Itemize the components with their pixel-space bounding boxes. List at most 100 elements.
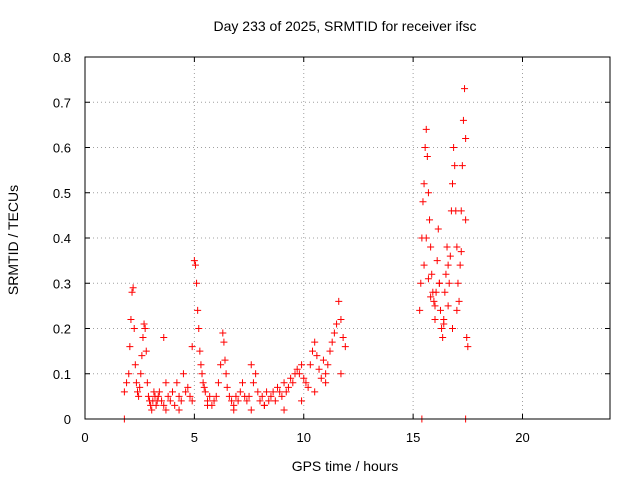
data-point (457, 248, 465, 256)
data-point (269, 388, 277, 396)
data-point (462, 216, 470, 224)
data-point (221, 356, 229, 364)
data-point (306, 361, 314, 369)
data-point (245, 392, 253, 400)
data-point (206, 392, 214, 400)
data-point (319, 356, 327, 364)
data-points (120, 85, 472, 423)
data-point (322, 379, 330, 387)
x-tick-label: 5 (191, 430, 198, 445)
data-point (433, 257, 441, 265)
x-tick-label: 20 (515, 430, 529, 445)
data-point (188, 343, 196, 351)
data-point (175, 392, 183, 400)
data-point (439, 334, 447, 342)
data-point (426, 216, 434, 224)
data-point (267, 392, 275, 400)
data-point (421, 144, 429, 151)
data-point (416, 306, 424, 314)
data-point (293, 365, 301, 373)
data-point (444, 261, 452, 269)
data-point (309, 347, 316, 355)
data-point (173, 379, 181, 387)
data-point (182, 388, 190, 396)
data-point (311, 388, 319, 396)
data-point (289, 379, 297, 387)
data-point (166, 397, 174, 405)
data-point (454, 279, 462, 287)
data-point (328, 338, 336, 346)
data-point (252, 370, 260, 378)
y-tick-label: 0.6 (53, 141, 71, 156)
data-point (222, 370, 230, 378)
data-point (137, 370, 145, 378)
data-point (424, 275, 432, 283)
data-point (420, 261, 428, 269)
data-point (243, 397, 251, 405)
data-point (313, 352, 321, 360)
data-point (129, 284, 137, 292)
data-point (311, 338, 319, 346)
data-point (271, 397, 279, 405)
data-point (234, 397, 242, 405)
data-point (464, 343, 472, 351)
data-point (278, 392, 286, 400)
x-tick-label: 15 (406, 430, 420, 445)
data-point (263, 388, 271, 396)
data-point (136, 383, 144, 391)
data-point (132, 379, 140, 387)
data-point (162, 406, 170, 414)
data-point (427, 243, 435, 251)
data-point (123, 379, 131, 387)
data-point (446, 252, 454, 260)
data-point (436, 306, 444, 314)
data-point (453, 243, 461, 251)
x-axis-label: GPS time / hours (292, 458, 399, 474)
data-point (431, 302, 439, 310)
data-point (254, 388, 262, 396)
data-point (302, 379, 310, 387)
data-point (438, 325, 446, 332)
data-point (154, 392, 162, 400)
data-point (445, 279, 453, 287)
data-point (456, 261, 464, 269)
data-point (175, 406, 183, 414)
data-point (194, 306, 202, 314)
data-point (428, 270, 436, 278)
data-point (195, 325, 203, 332)
data-point (217, 361, 225, 369)
data-point (453, 306, 461, 314)
data-point (220, 338, 228, 346)
data-point (424, 189, 432, 197)
data-point (449, 325, 456, 332)
data-point (422, 125, 430, 133)
data-point (455, 297, 463, 305)
data-point (434, 225, 442, 233)
data-point (295, 370, 303, 378)
data-point (423, 153, 431, 161)
data-point (148, 406, 156, 414)
data-point (152, 401, 160, 409)
y-tick-label: 0 (64, 412, 71, 427)
data-point (210, 397, 218, 405)
data-point (427, 293, 435, 301)
data-point (420, 180, 428, 188)
data-point (280, 406, 288, 414)
data-point (280, 379, 288, 387)
data-point (143, 379, 151, 387)
data-point (431, 315, 439, 323)
data-point (179, 370, 187, 378)
data-point (212, 392, 220, 400)
x-tick-label: 0 (81, 430, 88, 445)
data-point (223, 383, 231, 391)
axis-ticks: 0 5 10 15 20 0 0.1 0.2 0.3 0.4 0.5 0.6 0.7 0.8 (53, 50, 610, 445)
data-point (333, 320, 341, 328)
data-point (247, 406, 255, 414)
data-point (449, 180, 456, 188)
data-point (432, 288, 440, 296)
data-point (126, 343, 134, 351)
data-point (236, 388, 244, 396)
data-point (198, 370, 206, 378)
data-point (120, 388, 128, 396)
